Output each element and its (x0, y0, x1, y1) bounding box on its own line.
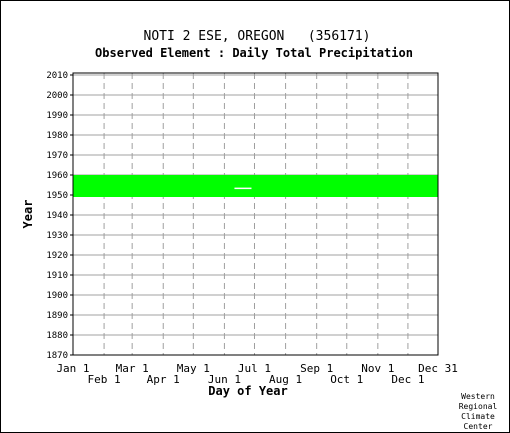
x-tick-label-dec-1: Dec 1 (391, 373, 424, 386)
y-tick-label-1870: 1870 (46, 351, 68, 361)
plot-area (73, 73, 438, 355)
x-tick-label-aug-1: Aug 1 (269, 373, 302, 386)
credit-line-4: Center (464, 422, 493, 431)
x-tick-label-mar-1: Mar 1 (116, 362, 149, 375)
chart-subtitle: Observed Element : Daily Total Precipita… (95, 46, 413, 60)
y-tick-label-1910: 1910 (46, 271, 68, 281)
x-tick-label-jun-1: Jun 1 (208, 373, 241, 386)
x-tick-label-dec-31: Dec 31 (418, 362, 458, 375)
y-tick-label-1920: 1920 (46, 251, 68, 261)
y-tick-label-1960: 1960 (46, 171, 68, 181)
x-tick-label-may-1: May 1 (177, 362, 210, 375)
y-tick-label-1950: 1950 (46, 191, 68, 201)
x-tick-label-jan-1: Jan 1 (56, 362, 89, 375)
y-tick-label-1940: 1940 (46, 211, 68, 221)
y-tick-label-1930: 1930 (46, 231, 68, 241)
y-axis-label: Year (21, 200, 35, 229)
credit-block: Western Regional Climate Center (459, 392, 498, 431)
data-layer (73, 175, 438, 197)
axis-layer: 2010 2000 1990 1980 1970 1960 1950 1940 1930 1920… (46, 71, 458, 386)
y-tick-label-1980: 1980 (46, 131, 68, 141)
y-tick-label-1890: 1890 (46, 311, 68, 321)
credit-line-1: Western (461, 392, 495, 401)
credit-line-2: Regional (459, 402, 498, 411)
y-tick-label-1970: 1970 (46, 151, 68, 161)
x-tick-label-sep-1: Sep 1 (300, 362, 333, 375)
x-tick-label-oct-1: Oct 1 (330, 373, 363, 386)
y-tick-label-2000: 2000 (46, 91, 68, 101)
x-tick-label-feb-1: Feb 1 (88, 373, 121, 386)
data-coverage-band (73, 175, 438, 197)
x-tick-label-apr-1: Apr 1 (147, 373, 180, 386)
x-axis-label: Day of Year (208, 384, 287, 398)
x-tick-label-nov-1: Nov 1 (361, 362, 394, 375)
y-tick-label-2010: 2010 (46, 71, 68, 81)
chart-title: NOTI 2 ESE, OREGON (356171) (144, 29, 371, 44)
y-tick-label-1900: 1900 (46, 291, 68, 301)
missing-gap-1 (234, 187, 252, 190)
y-tick-label-1880: 1880 (46, 331, 68, 341)
credit-line-3: Climate (461, 412, 495, 421)
grid-layer (73, 73, 438, 356)
x-tick-label-jul-1: Jul 1 (238, 362, 271, 375)
plot-border (72, 72, 439, 356)
y-tick-label-1990: 1990 (46, 111, 68, 121)
